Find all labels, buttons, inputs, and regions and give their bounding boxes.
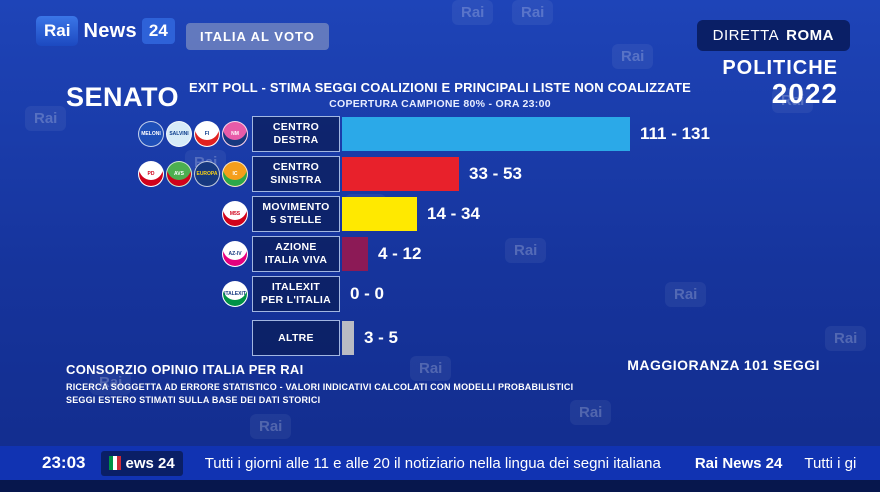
- seat-range: 0 - 0: [350, 284, 385, 303]
- chart-row-movimento-5-stelle: M5S MOVIMENTO 5 STELLE 14 - 34: [124, 196, 880, 232]
- rai-watermark: Rai: [452, 0, 494, 25]
- italian-flag-icon: [109, 456, 122, 470]
- label-line1: CENTRO: [272, 161, 320, 174]
- seat-range: 33 - 53: [469, 164, 522, 183]
- exit-poll-title: EXIT POLL - STIMA SEGGI COALIZIONI E PRI…: [188, 80, 692, 95]
- section-title: SENATO: [66, 82, 180, 112]
- rai-watermark: Rai: [505, 238, 547, 263]
- azione-italia-viva-logo: AZ-IV: [222, 241, 248, 267]
- seat-range: 111 - 131: [640, 124, 710, 143]
- rainews24-logo: Rai News 24: [36, 16, 175, 46]
- politiche-line1: POLITICHE: [722, 57, 838, 79]
- politiche-line2: 2022: [771, 78, 838, 109]
- label-line1: ALTRE: [278, 331, 314, 344]
- chart-row-azione-italia-viva: AZ-IV AZIONE ITALIA VIVA 4 - 12: [124, 236, 880, 272]
- rai-watermark: Rai: [612, 44, 654, 69]
- label-line1: CENTRO: [272, 121, 320, 134]
- seat-range: 3 - 5: [364, 328, 399, 347]
- italia-al-voto-badge: ITALIA AL VOTO: [186, 23, 329, 50]
- chart-row-centro-sinistra: PD AVS EUROPA IC CENTRO SINISTRA 33 - 53: [124, 156, 880, 192]
- rai-watermark: Rai: [250, 414, 292, 439]
- chart-row-altre: ALTRE 3 - 5: [124, 320, 880, 356]
- ticker-brand: Rai News 24: [694, 454, 783, 472]
- movimento-5-stelle-logo: M5S: [222, 201, 248, 227]
- rainews-logo-text: News: [83, 19, 137, 42]
- coalition-label: ALTRE: [252, 320, 340, 356]
- label-line2: SINISTRA: [270, 174, 322, 186]
- impegno-civico-logo: IC: [222, 161, 248, 187]
- seat-bar: [342, 237, 368, 271]
- party-logos: AZ-IV: [124, 241, 252, 267]
- label-line1: ITALEXIT: [271, 281, 321, 294]
- rai-logo-box: Rai: [36, 16, 79, 46]
- politiche-2022-title: POLITICHE 2022: [722, 57, 838, 109]
- label-line2: PER L'ITALIA: [260, 294, 332, 306]
- diretta-city: ROMA: [786, 27, 834, 44]
- italexit-logo: ITALEXIT: [222, 281, 248, 307]
- rainews-logo-number: 24: [141, 18, 175, 44]
- majority-threshold: MAGGIORANZA 101 SEGGI: [627, 357, 820, 373]
- coalition-label: MOVIMENTO 5 STELLE: [252, 196, 340, 232]
- alleanza-verdi-sinistra-logo: AVS: [166, 161, 192, 187]
- rainews-ticker-logo: ews 24: [101, 450, 183, 476]
- rai-watermark: Rai: [772, 88, 814, 113]
- label-line1: AZIONE: [275, 241, 317, 254]
- seat-range: 4 - 12: [378, 244, 422, 263]
- rai-watermark: Rai: [90, 370, 132, 395]
- seat-range: 14 - 34: [427, 204, 480, 223]
- rai-watermark: Rai: [25, 106, 67, 131]
- fratelli-ditalia-logo: MELONI: [138, 121, 164, 147]
- ticker-message-2: Tutti i gi: [804, 454, 857, 472]
- poll-source: CONSORZIO OPINIO ITALIA PER RAI: [66, 362, 304, 377]
- poll-disclaimer: RICERCA SOGGETTA AD ERRORE STATISTICO - …: [66, 381, 573, 407]
- chart-row-italexit: ITALEXIT ITALEXIT PER L'ITALIA 0 - 0: [124, 276, 880, 312]
- seat-bar: [342, 157, 459, 191]
- coalition-label: CENTRO SINISTRA: [252, 156, 340, 192]
- disclaimer-line1: RICERCA SOGGETTA AD ERRORE STATISTICO - …: [66, 382, 574, 392]
- rai-watermark: Rai: [512, 0, 554, 25]
- partito-democratico-logo: PD: [138, 161, 164, 187]
- lega-logo: SALVINI: [166, 121, 192, 147]
- rai-watermark: Rai: [665, 282, 707, 307]
- ticker-logo-text: ews 24: [125, 454, 175, 472]
- bottom-strip: [0, 480, 880, 492]
- disclaimer-line2: SEGGI ESTERO STIMATI SULLA BASE DEI DATI…: [66, 395, 321, 406]
- diretta-label: DIRETTA: [712, 27, 780, 44]
- label-line2: ITALIA VIVA: [264, 254, 328, 266]
- rai-watermark: Rai: [570, 400, 612, 425]
- exit-poll-chart: MELONI SALVINI FI NM CENTRO DESTRA 111 - 13…: [124, 116, 880, 360]
- exit-poll-subtitle: COPERTURA CAMPIONE 80% - ORA 23:00: [329, 98, 551, 110]
- party-logos: M5S: [124, 201, 252, 227]
- party-logos: MELONI SALVINI FI NM: [124, 121, 252, 147]
- clock: 23:03: [42, 453, 86, 472]
- rai-watermark: Rai: [825, 326, 867, 351]
- noi-moderati-logo: NM: [222, 121, 248, 147]
- seat-bar: [342, 321, 354, 355]
- coalition-label: CENTRO DESTRA: [252, 116, 340, 152]
- party-logos: ITALEXIT: [124, 281, 252, 307]
- chart-row-centro-destra: MELONI SALVINI FI NM CENTRO DESTRA 111 - 13…: [124, 116, 880, 152]
- label-line2: DESTRA: [273, 134, 319, 146]
- rai-watermark: Rai: [410, 356, 452, 381]
- party-logos: PD AVS EUROPA IC: [124, 161, 252, 187]
- piu-europa-logo: EUROPA: [194, 161, 220, 187]
- label-line2: 5 STELLE: [270, 214, 322, 226]
- coalition-label: ITALEXIT PER L'ITALIA: [252, 276, 340, 312]
- coalition-label: AZIONE ITALIA VIVA: [252, 236, 340, 272]
- news-ticker: 23:03 ews 24 Tutti i giorni alle 11 e al…: [0, 446, 880, 480]
- seat-bar: [342, 197, 417, 231]
- label-line1: MOVIMENTO: [262, 201, 330, 214]
- diretta-roma-badge: DIRETTA ROMA: [696, 20, 850, 51]
- seat-bar: [342, 117, 630, 151]
- ticker-message: Tutti i giorni alle 11 e alle 20 il noti…: [204, 454, 661, 472]
- forza-italia-logo: FI: [194, 121, 220, 147]
